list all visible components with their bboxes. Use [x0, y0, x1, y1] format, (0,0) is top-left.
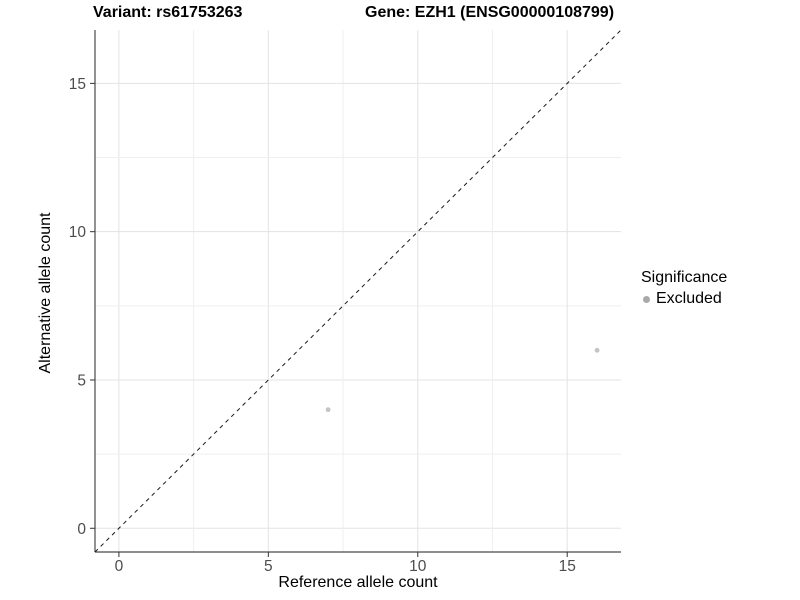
legend-title: Significance — [641, 269, 728, 286]
legend-item-label: Excluded — [656, 290, 722, 307]
x-tick-label: 10 — [409, 558, 427, 575]
legend: Significance Excluded — [641, 269, 727, 308]
x-axis-title: Reference allele count — [278, 574, 438, 591]
x-tick-label: 5 — [264, 558, 273, 575]
y-axis-title: Alternative allele count — [37, 212, 54, 374]
y-tick-label: 0 — [77, 521, 86, 538]
variant-title: Variant: rs61753263 — [93, 4, 243, 21]
y-tick-label: 10 — [69, 224, 87, 241]
y-tick-label: 15 — [69, 76, 86, 93]
x-tick-label: 0 — [115, 558, 124, 575]
data-point — [594, 347, 600, 353]
excluded-point-icon — [643, 295, 650, 303]
data-point — [325, 407, 331, 413]
x-tick-label: 15 — [559, 558, 576, 575]
y-tick-label: 5 — [77, 372, 86, 389]
gene-title: Gene: EZH1 (ENSG00000108799) — [365, 4, 615, 21]
legend-item-excluded: Excluded — [643, 290, 727, 308]
identity-line — [94, 29, 622, 553]
